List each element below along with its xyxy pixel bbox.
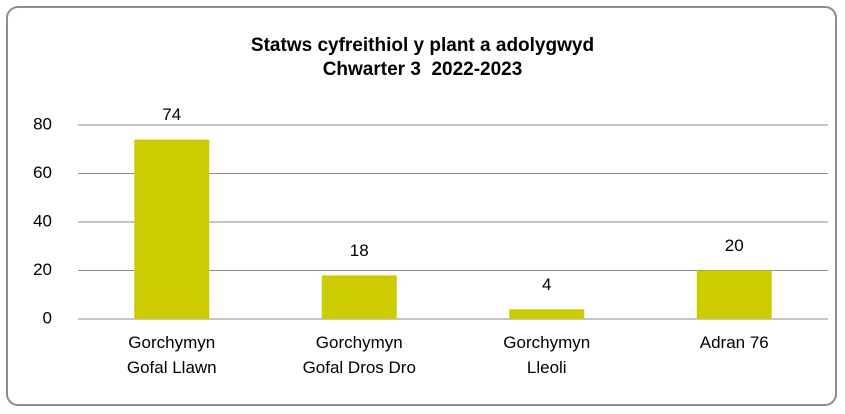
value-label: 20: [725, 236, 744, 255]
x-tick-label: Gorchymyn Lleoli: [503, 333, 591, 377]
chart-frame: [6, 6, 837, 406]
y-tick-label: 20: [33, 260, 52, 279]
x-tick-label: Adran 76: [699, 333, 769, 352]
bar: [696, 270, 772, 319]
x-tick-label: Gorchymyn Gofal Dros Dro: [302, 333, 416, 377]
value-label: 18: [350, 241, 369, 260]
bar: [321, 275, 397, 319]
chart-title: Statws cyfreithiol y plant a adolygwyd C…: [250, 35, 595, 80]
value-label: 4: [542, 275, 551, 294]
y-tick-label: 0: [43, 308, 52, 327]
bar: [134, 139, 210, 319]
x-tick-label: Gorchymyn Gofal Llawn: [126, 333, 217, 377]
y-tick-label: 80: [33, 114, 52, 133]
y-tick-label: 60: [33, 163, 52, 182]
y-tick-label: 40: [33, 211, 52, 230]
value-label: 74: [162, 105, 181, 124]
bar: [509, 309, 585, 319]
